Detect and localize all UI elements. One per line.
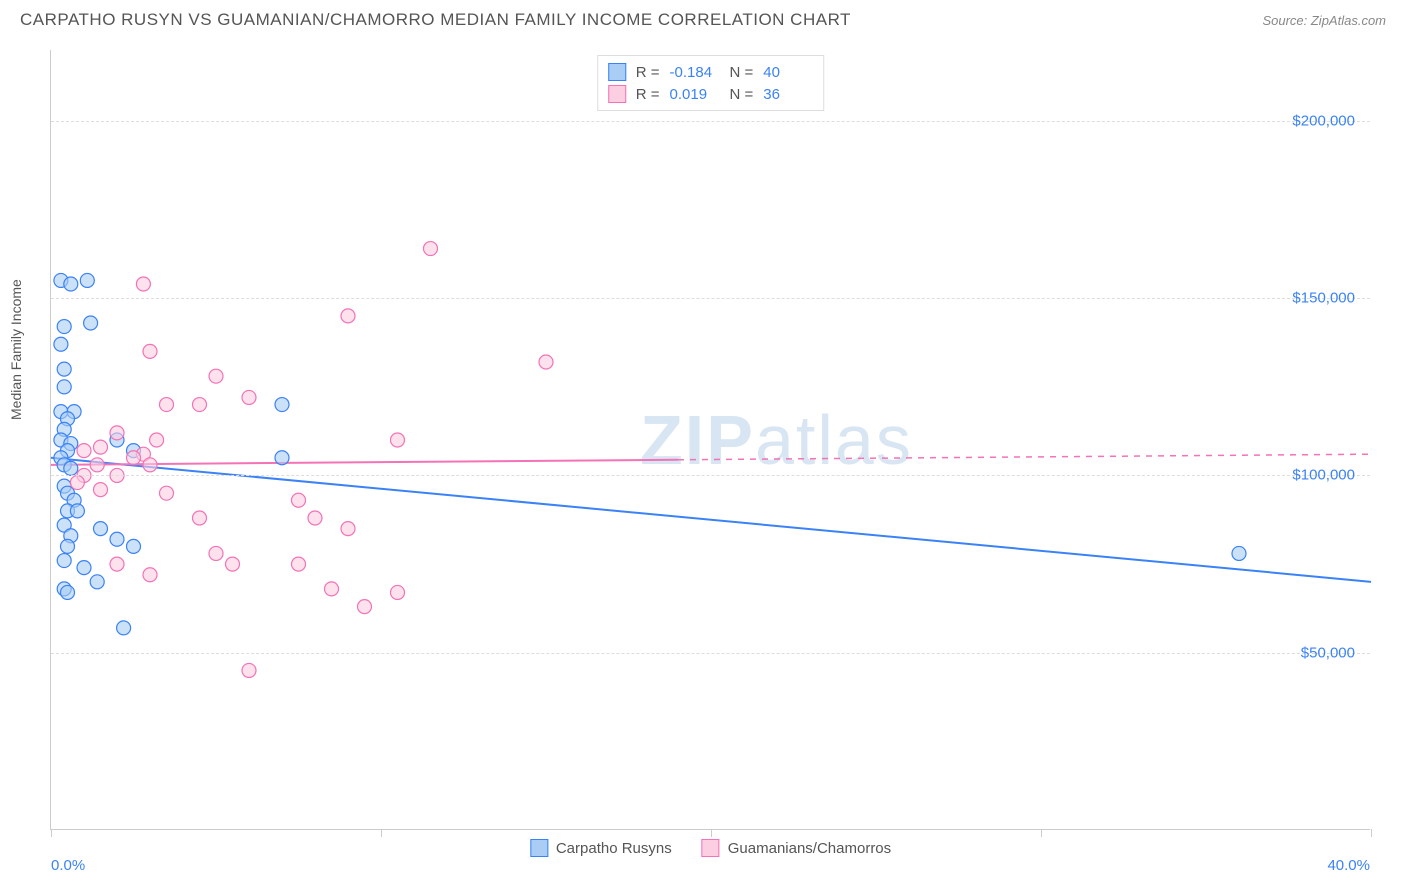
data-point	[308, 511, 322, 525]
n-label: N =	[730, 86, 754, 103]
data-point	[110, 426, 124, 440]
legend-item: Carpatho Rusyns	[530, 839, 672, 857]
data-point	[150, 433, 164, 447]
data-point	[127, 539, 141, 553]
data-point	[143, 344, 157, 358]
chart-title: CARPATHO RUSYN VS GUAMANIAN/CHAMORRO MED…	[20, 10, 851, 30]
data-point	[57, 320, 71, 334]
data-point	[143, 568, 157, 582]
data-point	[54, 337, 68, 351]
data-point	[1232, 546, 1246, 560]
stats-row: R = 0.019 N = 36	[608, 83, 814, 105]
data-point	[391, 585, 405, 599]
data-point	[57, 554, 71, 568]
n-value: 36	[763, 86, 813, 103]
gridline	[51, 653, 1370, 654]
trend-line-dashed	[678, 454, 1371, 460]
data-point	[84, 316, 98, 330]
data-point	[94, 522, 108, 536]
data-point	[391, 433, 405, 447]
data-point	[325, 582, 339, 596]
data-point	[226, 557, 240, 571]
x-tick	[1041, 829, 1042, 837]
data-point	[160, 486, 174, 500]
data-point	[57, 380, 71, 394]
data-point	[77, 444, 91, 458]
data-point	[64, 461, 78, 475]
data-point	[94, 483, 108, 497]
r-label: R =	[636, 64, 660, 81]
header-bar: CARPATHO RUSYN VS GUAMANIAN/CHAMORRO MED…	[0, 0, 1406, 35]
x-max-label: 40.0%	[1327, 857, 1370, 874]
x-tick	[51, 829, 52, 837]
x-tick	[711, 829, 712, 837]
data-point	[80, 273, 94, 287]
data-point	[64, 277, 78, 291]
bottom-legend: Carpatho Rusyns Guamanians/Chamorros	[530, 839, 891, 857]
data-point	[424, 242, 438, 256]
r-value: -0.184	[670, 64, 720, 81]
data-point	[61, 539, 75, 553]
gridline	[51, 298, 1370, 299]
swatch-icon	[530, 839, 548, 857]
data-point	[341, 309, 355, 323]
data-point	[110, 557, 124, 571]
data-point	[127, 451, 141, 465]
data-point	[70, 504, 84, 518]
data-point	[539, 355, 553, 369]
data-point	[61, 585, 75, 599]
y-tick-label: $100,000	[1292, 467, 1355, 484]
data-point	[292, 493, 306, 507]
legend-label: Carpatho Rusyns	[556, 840, 672, 857]
data-point	[209, 546, 223, 560]
data-point	[209, 369, 223, 383]
x-tick	[1371, 829, 1372, 837]
data-point	[117, 621, 131, 635]
data-point	[275, 398, 289, 412]
data-point	[292, 557, 306, 571]
data-point	[193, 511, 207, 525]
legend-item: Guamanians/Chamorros	[702, 839, 891, 857]
source-attribution: Source: ZipAtlas.com	[1262, 13, 1386, 28]
n-label: N =	[730, 64, 754, 81]
data-point	[57, 362, 71, 376]
y-tick-label: $200,000	[1292, 112, 1355, 129]
r-label: R =	[636, 86, 660, 103]
chart-area: ZIPatlas R = -0.184 N = 40 R = 0.019 N =…	[50, 50, 1370, 830]
y-tick-label: $50,000	[1301, 644, 1355, 661]
data-point	[242, 390, 256, 404]
plot-svg	[51, 50, 1371, 830]
y-axis-label: Median Family Income	[8, 279, 24, 420]
x-tick	[381, 829, 382, 837]
data-point	[160, 398, 174, 412]
swatch-icon	[608, 63, 626, 81]
scatter-plot: ZIPatlas R = -0.184 N = 40 R = 0.019 N =…	[50, 50, 1370, 830]
data-point	[275, 451, 289, 465]
gridline	[51, 121, 1370, 122]
data-point	[110, 532, 124, 546]
data-point	[70, 476, 84, 490]
legend-label: Guamanians/Chamorros	[728, 840, 891, 857]
data-point	[136, 277, 150, 291]
x-min-label: 0.0%	[51, 857, 85, 874]
r-value: 0.019	[670, 86, 720, 103]
data-point	[242, 663, 256, 677]
y-tick-label: $150,000	[1292, 290, 1355, 307]
swatch-icon	[702, 839, 720, 857]
data-point	[341, 522, 355, 536]
data-point	[77, 561, 91, 575]
n-value: 40	[763, 64, 813, 81]
swatch-icon	[608, 85, 626, 103]
gridline	[51, 475, 1370, 476]
stats-legend-box: R = -0.184 N = 40 R = 0.019 N = 36	[597, 55, 825, 111]
data-point	[90, 575, 104, 589]
data-point	[143, 458, 157, 472]
data-point	[90, 458, 104, 472]
data-point	[94, 440, 108, 454]
data-point	[193, 398, 207, 412]
stats-row: R = -0.184 N = 40	[608, 61, 814, 83]
data-point	[358, 600, 372, 614]
